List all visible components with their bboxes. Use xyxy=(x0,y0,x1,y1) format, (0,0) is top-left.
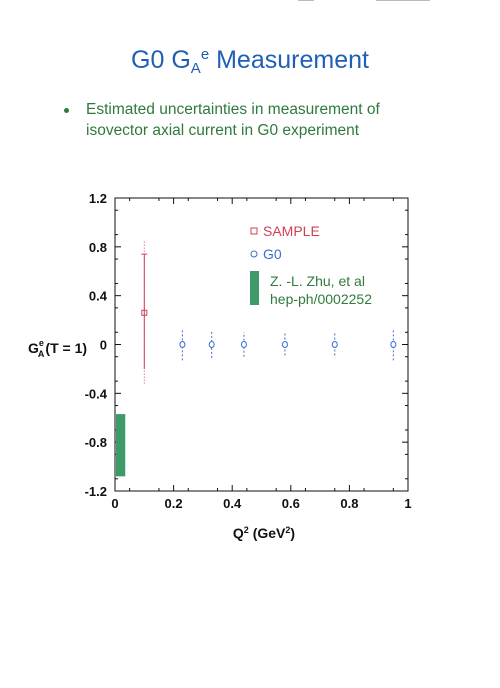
title-tail: Measurement xyxy=(209,46,369,74)
y-tick-label: -1.2 xyxy=(85,484,107,499)
y-tick-label: 0 xyxy=(100,338,107,353)
g0-point xyxy=(179,341,186,348)
x-axis-title: Q2 (GeV2) xyxy=(233,525,295,541)
plot-frame xyxy=(114,197,409,492)
legend-sample-marker xyxy=(250,227,258,235)
x-tick-label: 0.8 xyxy=(340,496,358,511)
y-axis-title: Ge A(T = 1) xyxy=(28,338,87,359)
x-tick-label: 0.4 xyxy=(223,496,242,511)
legend-sample-label: SAMPLE xyxy=(263,223,320,239)
title-superscript: e xyxy=(200,46,210,63)
legend-theory-marker xyxy=(250,271,259,305)
x-tick-label: 0.6 xyxy=(282,496,300,511)
y-tick-label: -0.8 xyxy=(85,435,107,450)
x-tick-label: 1 xyxy=(404,496,411,511)
y-tick-label: 0.4 xyxy=(89,289,108,304)
g0-point xyxy=(331,341,338,348)
g0-point xyxy=(208,341,215,348)
bullet-dot-icon xyxy=(64,108,69,113)
x-tick-label: 0 xyxy=(111,496,118,511)
slide-title: G0 GAe Measurement xyxy=(0,46,500,77)
g0-point xyxy=(390,341,397,348)
sample-point xyxy=(141,309,148,316)
g0-point xyxy=(281,341,288,348)
y-tick-label: 1.2 xyxy=(89,191,107,206)
legend-g0-marker xyxy=(250,250,258,258)
bullet-line-2: isovector axial current in G0 experiment xyxy=(86,122,360,139)
title-main: G0 G xyxy=(131,46,191,74)
x-tick-label: 0.2 xyxy=(165,496,183,511)
bullet-item: Estimated uncertainties in measurement o… xyxy=(64,99,464,141)
legend-theory-label-line2: hep-ph/0002252 xyxy=(270,291,372,307)
theory-band xyxy=(116,414,126,477)
g0-point xyxy=(240,341,247,348)
top-bar-right xyxy=(376,0,430,1)
legend-g0-label: G0 xyxy=(263,246,282,262)
top-bar-left xyxy=(298,0,314,1)
y-tick-label: 0.8 xyxy=(89,240,107,255)
legend-theory-label-line1: Z. -L. Zhu, et al xyxy=(270,273,365,289)
y-tick-label: -0.4 xyxy=(85,386,108,401)
bullet-line-1: Estimated uncertainties in measurement o… xyxy=(86,101,380,118)
title-subscript: A xyxy=(190,60,201,77)
